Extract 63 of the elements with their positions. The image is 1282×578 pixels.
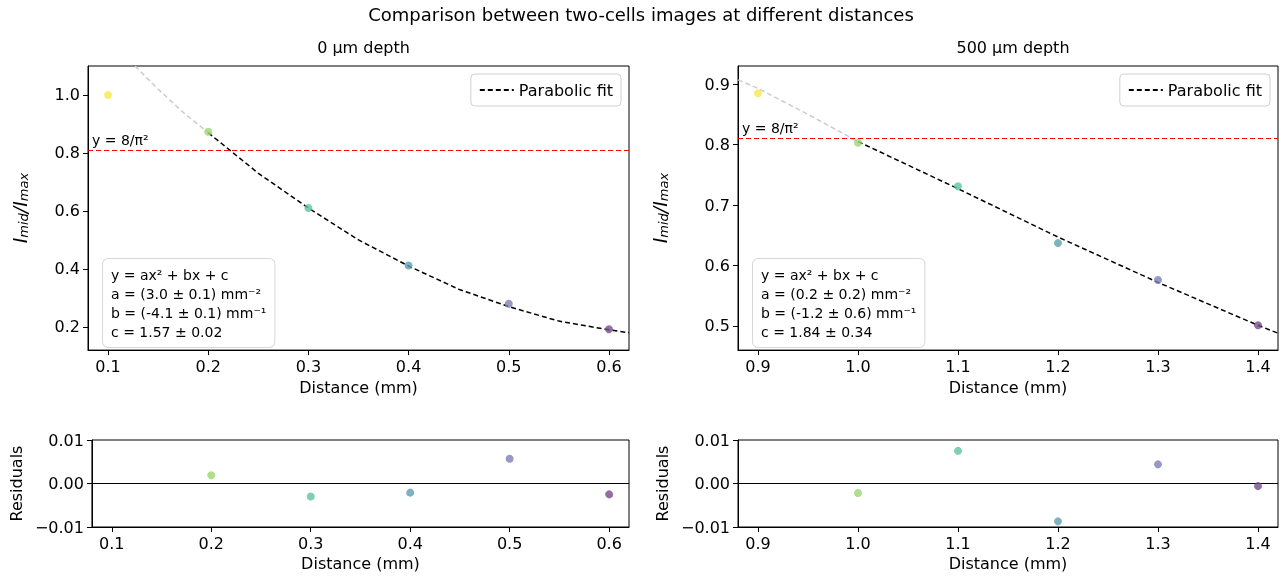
- x-tick-label: 1.0: [845, 356, 871, 376]
- y-tick-label: 0.5: [704, 316, 730, 336]
- x-tick-label: 1.4: [1245, 533, 1271, 553]
- y-tick-label: 0.6: [54, 201, 80, 221]
- legend-label: Parabolic fit: [518, 80, 613, 100]
- y-tick-label: 0.01: [694, 430, 730, 450]
- y-tick-label: 0.4: [54, 259, 80, 279]
- x-tick-label: 0.2: [198, 533, 225, 553]
- x-tick-label: 0.6: [596, 533, 622, 553]
- annotation: c = 1.57 ± 0.02: [111, 323, 223, 340]
- legend-label: Parabolic fit: [1167, 80, 1262, 100]
- x-tick-label: 0.1: [99, 533, 125, 553]
- x-tick-label: 0.2: [195, 356, 221, 376]
- x-tick-label: 0.1: [95, 356, 121, 376]
- x-tick-label: 0.5: [496, 533, 523, 553]
- annotation: b = (-1.2 ± 0.6) mm⁻¹: [761, 304, 917, 321]
- y-tick-label: 0.6: [704, 255, 730, 275]
- y-tick-label: 0.9: [704, 74, 730, 94]
- x-axis-title: Distance (mm): [948, 554, 1068, 574]
- x-tick-label: 0.5: [496, 356, 522, 376]
- annotation: y = 8/π²: [742, 120, 799, 137]
- annotation: a = (3.0 ± 0.1) mm⁻²: [111, 285, 262, 302]
- y-tick-label: 0.7: [704, 195, 730, 215]
- x-tick-label: 1.4: [1245, 356, 1271, 376]
- x-tick-label: 0.9: [745, 356, 771, 376]
- y-tick-label: 0.8: [704, 135, 730, 155]
- x-axis-title: Distance (mm): [299, 377, 418, 397]
- x-tick-label: 0.4: [395, 356, 422, 376]
- x-tick-label: 1.1: [945, 533, 971, 553]
- y-axis-title: Residuals: [652, 445, 672, 522]
- y-tick-label: 0.01: [48, 430, 84, 450]
- x-tick-label: 1.3: [1145, 533, 1171, 553]
- y-tick-label: 0.00: [48, 474, 84, 493]
- annotation: y = ax² + bx + c: [111, 266, 229, 283]
- y-axis-title: Imid/Imax: [8, 172, 31, 244]
- annotation: b = (-4.1 ± 0.1) mm⁻¹: [111, 304, 267, 321]
- x-tick-label: 1.2: [1045, 533, 1071, 553]
- x-tick-label: 0.9: [745, 533, 771, 553]
- y-tick-label: −0.01: [34, 517, 84, 537]
- x-tick-label: 1.3: [1145, 356, 1171, 376]
- x-axis-title: Distance (mm): [301, 554, 420, 574]
- chart-subtitle: 0 μm depth: [317, 37, 410, 57]
- chart-subtitle: 500 μm depth: [956, 37, 1070, 57]
- y-tick-label: 1.0: [54, 85, 80, 105]
- y-tick-label: 0.8: [54, 143, 80, 163]
- y-tick-label: 0.00: [694, 474, 730, 493]
- annotation: y = ax² + bx + c: [761, 266, 879, 283]
- x-tick-label: 1.0: [845, 533, 871, 553]
- x-tick-label: 0.3: [298, 533, 324, 553]
- x-tick-label: 1.2: [1045, 356, 1071, 376]
- y-tick-label: 0.2: [54, 317, 80, 337]
- x-axis-title: Distance (mm): [948, 377, 1068, 397]
- x-tick-label: 1.1: [945, 356, 971, 376]
- x-tick-label: 0.3: [295, 356, 322, 376]
- chart-title: Comparison between two-cells images at different distances: [367, 4, 915, 25]
- annotation: c = 1.84 ± 0.34: [761, 323, 873, 340]
- y-tick-label: −0.01: [680, 517, 730, 537]
- y-axis-title: Imid/Imax: [648, 172, 671, 244]
- annotation: y = 8/π²: [92, 131, 149, 148]
- y-axis-title: Residuals: [6, 445, 26, 522]
- annotation: a = (0.2 ± 0.2) mm⁻²: [761, 285, 912, 302]
- x-tick-label: 0.6: [596, 356, 622, 376]
- x-tick-label: 0.4: [397, 533, 423, 553]
